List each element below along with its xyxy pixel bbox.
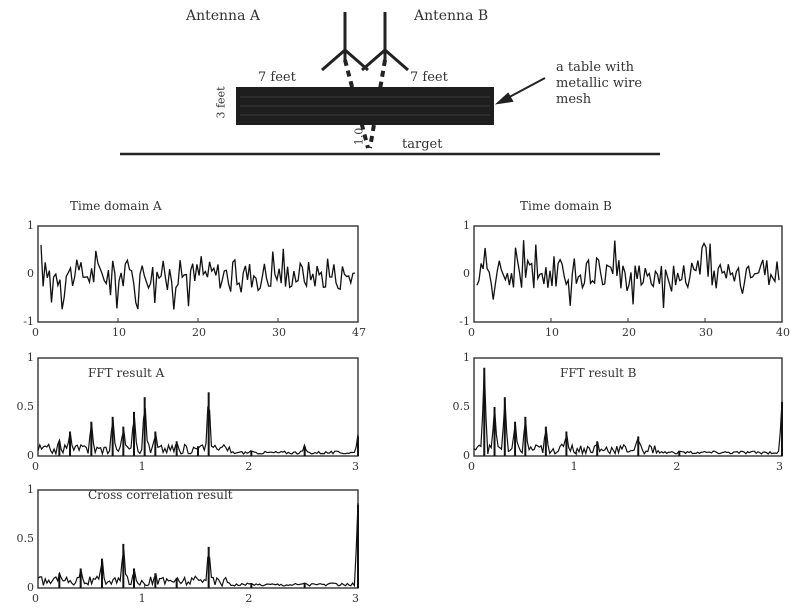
x-tick-label: 3 [776,460,783,473]
x-tick-label: 0 [468,460,475,473]
y-tick-label: 0 [463,449,470,462]
callout-label-line1: a table with [556,60,635,75]
spectrum-series [37,502,359,588]
x-tick-label: 2 [673,460,681,473]
x-tick-label: 3 [352,460,359,473]
y-tick-label: 1 [27,219,34,232]
antenna-a-icon [321,12,369,72]
antenna-b-label: Antenna B [414,8,489,24]
y-tick-label: 0 [27,581,34,594]
distance-a-label: 7 feet [258,70,296,85]
antenna-b-icon [361,12,409,72]
plot-title: FFT result A [88,366,165,380]
x-tick-label: 1 [570,460,578,473]
y-tick-label: -1 [459,315,470,328]
x-tick-label: 30 [272,326,286,339]
x-tick-label: 2 [245,460,253,473]
y-tick-label: 0 [27,267,34,280]
x-tick-label: 10 [112,326,126,339]
mesh-texture [240,96,490,116]
x-tick-label: 0 [32,592,39,605]
x-tick-label: 0 [468,326,475,339]
callout-label-line3: mesh [556,92,592,107]
target-label: target [402,137,443,152]
x-tick-label: 20 [192,326,206,339]
y-tick-label: 0.5 [452,400,471,413]
x-tick-label: 20 [622,326,636,339]
x-tick-label: 1 [138,592,146,605]
x-tick-label: 1 [138,460,146,473]
y-tick-label: 0.5 [16,400,35,413]
distance-b-label: 7 feet [410,70,448,85]
x-tick-label: 2 [245,592,253,605]
y-tick-label: 1 [27,351,34,364]
x-tick-label: 10 [545,326,559,339]
plot-title: Time domain A [70,199,162,213]
x-tick-label: 3 [352,592,359,605]
y-tick-label: -1 [23,315,34,328]
y-tick-label: 0 [463,267,470,280]
plot-frame [37,489,359,589]
plot-title: FFT result B [560,366,637,380]
y-tick-label: 1 [27,483,34,496]
signal-series [476,240,780,309]
plot-title: Cross correlation result [88,488,233,502]
x-tick-label: 0 [32,460,39,473]
x-tick-label: 40 [776,326,790,339]
y-tick-label: 0.5 [16,532,35,545]
y-tick-label: 1 [463,351,470,364]
callout-label-line2: metallic wire [556,76,643,91]
x-tick-label: 47 [352,326,366,339]
y-tick-label: 1 [463,219,470,232]
x-tick-label: 0 [32,326,39,339]
y-tick-label: 0 [27,449,34,462]
x-tick-label: 30 [699,326,713,339]
callout-arrow-icon [494,77,546,105]
antenna-a-label: Antenna A [186,8,260,24]
plot-title: Time domain B [520,199,612,213]
signal-series [40,244,356,310]
